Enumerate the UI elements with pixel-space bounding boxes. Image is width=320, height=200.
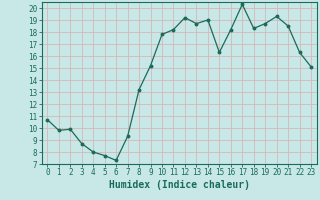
X-axis label: Humidex (Indice chaleur): Humidex (Indice chaleur)	[109, 180, 250, 190]
